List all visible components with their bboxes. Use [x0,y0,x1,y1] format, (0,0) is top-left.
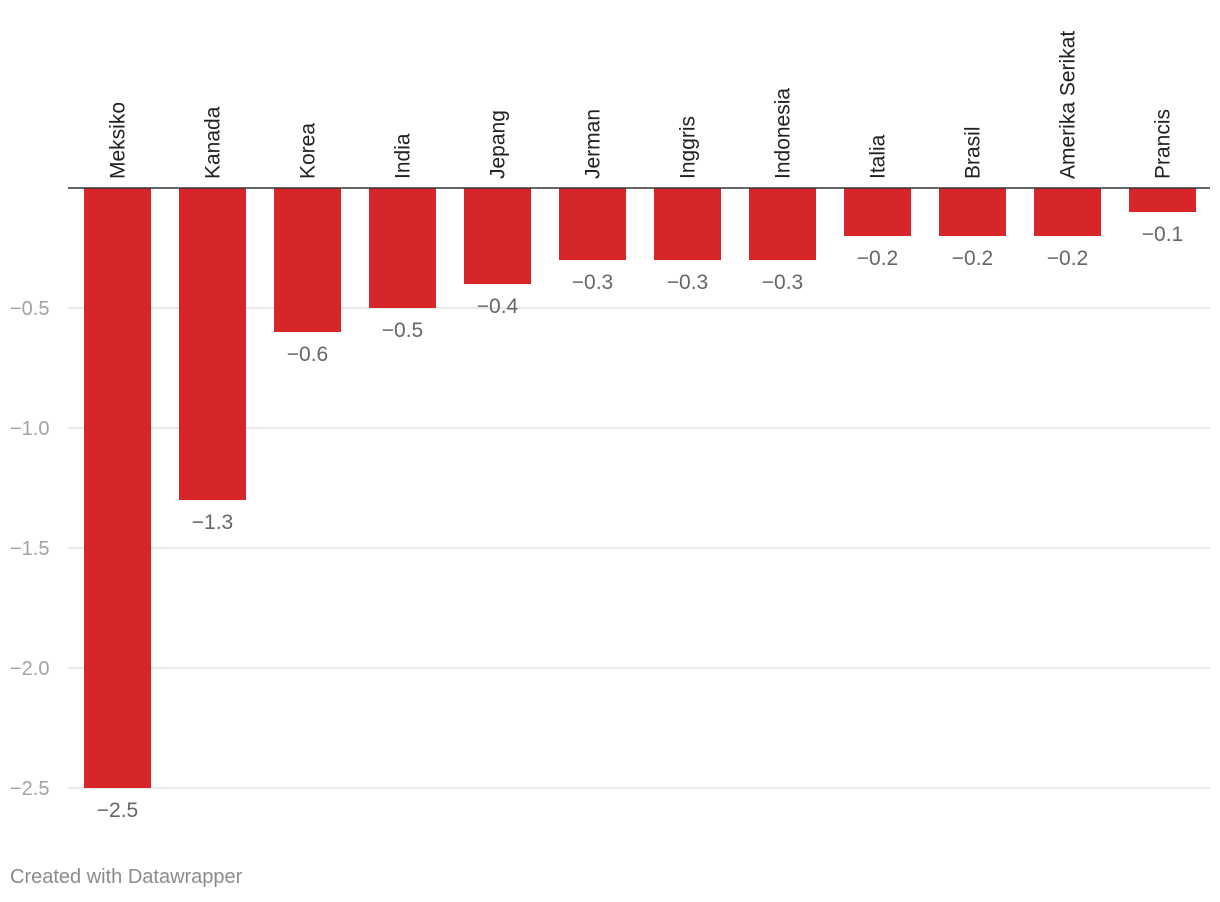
bars [84,188,1196,788]
value-label: −0.3 [667,271,708,294]
bar [84,188,151,788]
bar [939,188,1006,236]
category-label: Meksiko [107,102,130,179]
bar [749,188,816,260]
category-label: Prancis [1152,109,1175,179]
bar [179,188,246,500]
value-label: −0.1 [1142,223,1183,246]
bar [559,188,626,260]
value-label: −0.6 [287,343,328,366]
value-label: −0.3 [572,271,613,294]
category-label: Jerman [582,109,605,179]
bar [654,188,721,260]
y-axis-ticks: −0.5 −1.0 −1.5 −2.0 −2.5 [10,298,49,800]
y-tick-label: −1.0 [10,418,49,440]
value-label: −0.3 [762,271,803,294]
value-label: −1.3 [192,511,233,534]
value-labels: −2.5 −1.3 −0.6 −0.5 −0.4 −0.3 −0.3 −0.3 −0.2 −0.2… [97,223,1183,822]
category-label: Indonesia [772,88,795,179]
bar [1034,188,1101,236]
bar [844,188,911,236]
gridlines [68,307,1210,789]
y-tick-label: −2.0 [10,658,49,680]
value-label: −0.2 [1047,247,1088,270]
bar [1129,188,1196,212]
value-label: −0.2 [952,247,993,270]
footer-credit: Created with Datawrapper [10,866,243,888]
y-tick-label: −2.5 [10,778,49,800]
bar [369,188,436,308]
category-label: Kanada [202,106,225,179]
y-tick-label: −1.5 [10,538,49,560]
value-label: −2.5 [97,799,138,822]
category-labels: Meksiko Kanada Korea India Jepang Jerman Inggr… [107,31,1175,179]
value-label: −0.2 [857,247,898,270]
category-label: Jepang [487,110,510,179]
category-label: India [392,133,415,179]
bar [274,188,341,332]
category-label: Italia [867,134,890,179]
bar-chart: −0.5 −1.0 −1.5 −2.0 −2.5 Meksiko Kanada Korea I… [10,31,1210,822]
value-label: −0.4 [477,295,519,318]
y-tick-label: −0.5 [10,298,49,320]
bar [464,188,531,284]
category-label: Brasil [962,126,985,179]
value-label: −0.5 [382,319,423,342]
category-label: Korea [297,123,320,179]
category-label: Inggris [677,116,700,179]
category-label: Amerika Serikat [1057,31,1080,179]
